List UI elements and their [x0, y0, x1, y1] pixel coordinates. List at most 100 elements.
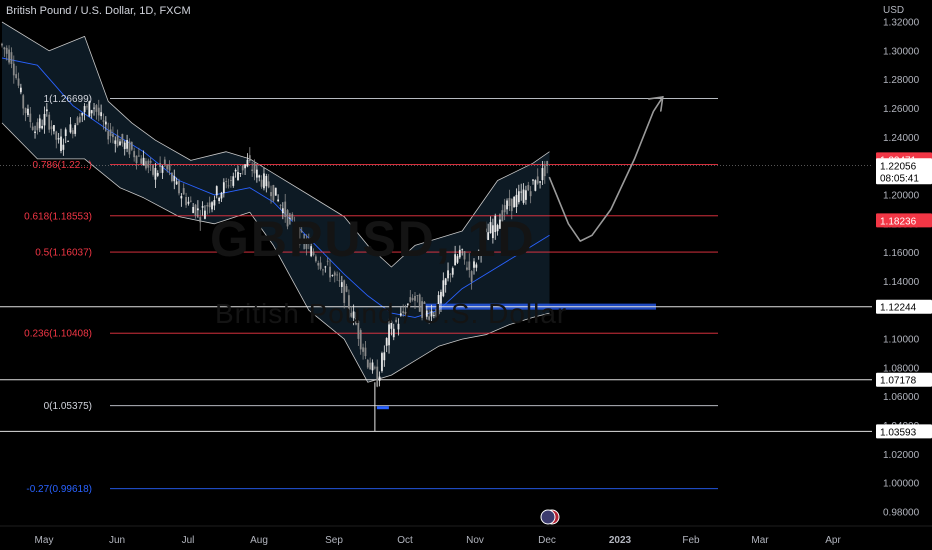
symbol-title[interactable]: British Pound / U.S. Dollar, 1D, FXCM: [6, 5, 191, 17]
candle-body: [352, 311, 355, 319]
candle-body: [152, 165, 154, 175]
candle-body: [232, 176, 235, 186]
candle-body: [425, 310, 428, 317]
candle-body: [298, 226, 301, 246]
candle-body: [149, 160, 152, 163]
candle-body: [128, 141, 131, 155]
candle-body: [355, 317, 357, 325]
candle-body: [312, 251, 315, 256]
y-tick-label: 1.10000: [883, 335, 920, 346]
x-tick-label: Aug: [250, 535, 268, 546]
candle-body: [546, 160, 549, 166]
candle-body: [447, 270, 449, 279]
candle-body: [137, 155, 140, 157]
currency-label: USD: [883, 5, 905, 16]
candle-body: [83, 106, 86, 113]
price-tag-label-1: 1.22056: [880, 161, 917, 172]
candle-body: [461, 249, 464, 251]
candle-body: [86, 106, 88, 108]
y-tick-label: 1.14000: [883, 277, 920, 288]
candle-body: [29, 113, 32, 122]
candle-body: [305, 241, 308, 249]
price-tag-label-3: 1.12244: [880, 303, 917, 314]
candle-body: [440, 291, 442, 304]
candle-body: [338, 280, 341, 282]
candle-body: [48, 114, 51, 130]
candle-body: [359, 330, 362, 350]
candle-body: [534, 180, 537, 191]
price-tag-countdown: 08:05:41: [880, 173, 919, 184]
price-tag-label-5: 1.03593: [880, 427, 917, 438]
candle-body: [336, 274, 339, 276]
candle-body: [211, 202, 213, 210]
candle-body: [536, 176, 539, 184]
candle-body: [135, 155, 138, 164]
candle-body: [234, 169, 237, 172]
candle-body: [239, 173, 242, 174]
candle-body: [307, 239, 310, 244]
y-tick-label: 1.00000: [883, 479, 920, 490]
candle-body: [329, 266, 331, 278]
candle-body: [180, 196, 183, 199]
candle-body: [513, 196, 516, 208]
candle-body: [539, 181, 541, 183]
candle-body: [3, 47, 6, 50]
fib-label-2: 0.618(1.18553): [24, 211, 92, 222]
candle-body: [489, 222, 492, 234]
candle-body: [171, 172, 173, 182]
candle-body: [532, 179, 534, 181]
candle-body: [173, 176, 176, 182]
candle-body: [267, 181, 270, 188]
y-tick-label: 1.02000: [883, 450, 920, 461]
candle-body: [38, 118, 41, 129]
candle-body: [482, 232, 485, 246]
candle-body: [69, 124, 72, 133]
candle-body: [392, 328, 395, 338]
candle-body: [510, 198, 513, 212]
candle-body: [100, 112, 103, 117]
candle-body: [215, 186, 218, 196]
candle-body: [104, 121, 107, 125]
price-tag-1: [876, 158, 932, 185]
price-tag-5: [876, 424, 932, 439]
candle-body: [121, 133, 124, 144]
candle-body: [277, 199, 280, 202]
candle-body: [95, 105, 98, 112]
candle-body: [107, 131, 110, 140]
candle-body: [43, 113, 46, 126]
price-tag-2: [876, 213, 932, 228]
fib-label-6: -0.27(0.99618): [26, 484, 92, 495]
candle-body: [491, 225, 494, 239]
candle-body: [1, 43, 3, 46]
candle-body: [499, 219, 501, 229]
candle-body: [402, 311, 405, 314]
us-flag-icon: [540, 509, 556, 525]
candle-body: [194, 204, 197, 216]
candle-body: [399, 313, 402, 316]
candle-body: [473, 261, 475, 268]
candle-body: [133, 151, 136, 158]
candle-body: [319, 262, 322, 269]
candle-body: [296, 232, 298, 239]
candle-body: [248, 155, 251, 161]
candle-body: [74, 125, 77, 134]
candle-body: [50, 126, 53, 130]
candle-body: [508, 197, 511, 207]
candle-body: [36, 122, 39, 131]
candle-body: [265, 175, 268, 187]
fib-label-4: 0.236(1.10408): [24, 329, 92, 340]
candle-body: [418, 294, 421, 312]
candle-body: [57, 138, 60, 140]
y-tick-label: 1.30000: [883, 46, 920, 57]
candle-body: [130, 142, 133, 150]
candle-body: [480, 253, 482, 256]
candle-body: [64, 129, 67, 136]
candle-body: [487, 232, 490, 240]
candle-body: [67, 140, 69, 142]
fib-label-1: 0.786(1.22...): [33, 160, 92, 171]
candle-body: [520, 191, 523, 193]
x-tick-label: Nov: [466, 535, 484, 546]
y-tick-label: 0.98000: [883, 508, 920, 519]
candle-body: [423, 301, 426, 309]
